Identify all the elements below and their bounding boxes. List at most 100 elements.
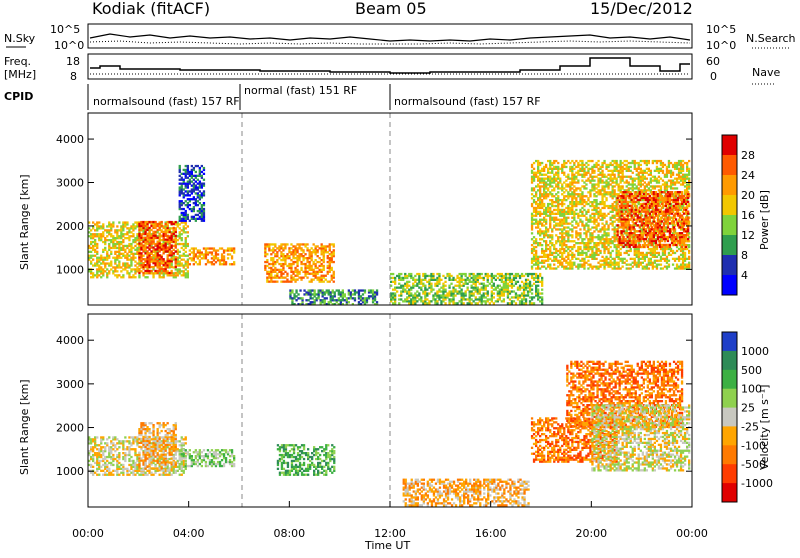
power-cell: [324, 293, 326, 295]
power-cell: [509, 292, 511, 294]
power-cell: [471, 290, 473, 292]
power-cell: [575, 230, 577, 232]
power-cell: [573, 176, 575, 178]
power-cell: [640, 168, 642, 170]
power-cell: [108, 264, 110, 266]
power-cell: [126, 245, 128, 247]
power-cell: [148, 244, 150, 246]
power-cell: [593, 230, 595, 232]
power-cell: [618, 174, 620, 176]
power-cell: [603, 244, 605, 246]
power-cell: [601, 217, 603, 219]
power-cell: [513, 300, 515, 302]
power-cell: [118, 251, 120, 253]
power-cell: [581, 238, 583, 240]
power-cell: [599, 266, 601, 268]
power-cell: [603, 248, 605, 250]
power-cell: [551, 211, 553, 213]
power-cell: [146, 225, 148, 227]
power-cell: [233, 249, 235, 251]
power-cell: [102, 235, 104, 237]
power-cell: [650, 170, 652, 172]
power-cell: [541, 180, 543, 182]
power-cell: [225, 249, 227, 251]
power-cell: [328, 289, 330, 291]
power-cell: [185, 210, 187, 212]
power-cell: [330, 297, 332, 299]
power-cell: [142, 225, 144, 227]
power-cell: [106, 274, 108, 276]
power-cell: [646, 266, 648, 268]
power-cell: [591, 238, 593, 240]
power-cell: [306, 265, 308, 267]
power-cell: [662, 248, 664, 250]
power-cell: [557, 238, 559, 240]
power-cell: [577, 170, 579, 172]
power-cell: [607, 240, 609, 242]
power-cell: [632, 266, 634, 268]
power-cell: [124, 262, 126, 264]
power-cell: [320, 289, 322, 291]
power-cell: [102, 272, 104, 274]
power-cell: [154, 221, 156, 223]
power-cell: [517, 273, 519, 275]
power-cell: [96, 253, 98, 255]
power-cell: [553, 205, 555, 207]
station-title: Kodiak (fitACF): [92, 0, 210, 18]
power-cell: [569, 262, 571, 264]
power-cell: [539, 197, 541, 199]
power-cell: [128, 239, 130, 241]
power-cell: [203, 247, 205, 249]
power-cell: [368, 295, 370, 297]
power-cell: [362, 293, 364, 295]
power-cell: [136, 235, 138, 237]
power-cell: [102, 268, 104, 270]
power-cell: [607, 187, 609, 189]
power-cell: [138, 229, 140, 231]
power-cell: [187, 177, 189, 179]
power-cell: [557, 228, 559, 230]
power-cell: [152, 257, 154, 259]
power-cell: [569, 266, 571, 268]
power-cell: [270, 249, 272, 251]
power-cell: [589, 201, 591, 203]
power-cell: [422, 285, 424, 287]
power-cell: [461, 277, 463, 279]
power-cell: [565, 266, 567, 268]
power-cell: [305, 299, 307, 301]
power-cell: [553, 264, 555, 266]
power-cell: [523, 283, 525, 285]
power-cell: [278, 245, 280, 247]
power-cell: [519, 275, 521, 277]
power-cell: [531, 285, 533, 287]
power-cell: [567, 209, 569, 211]
power-cell: [555, 252, 557, 254]
power-cell: [328, 293, 330, 295]
power-cell: [430, 300, 432, 302]
power-cell: [549, 252, 551, 254]
power-cell: [507, 277, 509, 279]
power-cell: [181, 247, 183, 249]
power-cell: [610, 240, 612, 242]
power-cell: [563, 195, 565, 197]
power-cell: [583, 238, 585, 240]
power-cell: [543, 203, 545, 205]
power-cell: [603, 230, 605, 232]
power-cell: [599, 230, 601, 232]
power-cell: [547, 205, 549, 207]
power-cell: [571, 195, 573, 197]
power-cell: [666, 176, 668, 178]
power-cell: [535, 238, 537, 240]
power-cell: [436, 285, 438, 287]
power-cell: [525, 273, 527, 275]
power-cell: [539, 211, 541, 213]
power-cell: [179, 255, 181, 257]
power-cell: [555, 209, 557, 211]
power-cell: [442, 289, 444, 291]
power-cell: [585, 195, 587, 197]
power-cell: [316, 293, 318, 295]
power-cell: [303, 293, 305, 295]
power-cell: [424, 273, 426, 275]
power-cell: [531, 176, 533, 178]
power-cell: [120, 266, 122, 268]
